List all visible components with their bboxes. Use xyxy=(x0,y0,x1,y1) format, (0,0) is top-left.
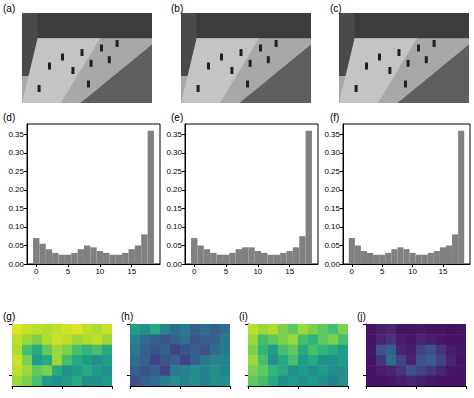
svg-text:10: 10 xyxy=(95,267,104,276)
svg-text:(e): (e) xyxy=(171,112,183,123)
svg-text:(h): (h) xyxy=(121,311,133,322)
svg-text:5: 5 xyxy=(224,267,229,276)
svg-text:0.15: 0.15 xyxy=(8,204,24,213)
svg-text:0.15: 0.15 xyxy=(166,204,182,213)
svg-text:(g): (g) xyxy=(3,311,15,322)
svg-text:15: 15 xyxy=(285,267,294,276)
svg-text:(b): (b) xyxy=(171,3,183,14)
svg-text:0.20: 0.20 xyxy=(166,185,182,194)
svg-text:0.10: 0.10 xyxy=(8,222,24,231)
svg-text:0.35: 0.35 xyxy=(166,130,182,139)
svg-text:0.20: 0.20 xyxy=(324,185,340,194)
svg-text:0.10: 0.10 xyxy=(324,222,340,231)
svg-text:0: 0 xyxy=(350,267,355,276)
svg-text:0.35: 0.35 xyxy=(324,130,340,139)
svg-text:0.00: 0.00 xyxy=(8,260,24,269)
svg-text:5: 5 xyxy=(380,267,385,276)
svg-text:0.30: 0.30 xyxy=(324,148,340,157)
svg-text:0.30: 0.30 xyxy=(8,148,24,157)
svg-text:0.30: 0.30 xyxy=(166,148,182,157)
svg-text:0.25: 0.25 xyxy=(8,167,24,176)
svg-text:0.35: 0.35 xyxy=(8,130,24,139)
svg-text:0.05: 0.05 xyxy=(324,241,340,250)
svg-text:0.10: 0.10 xyxy=(166,222,182,231)
svg-text:0.00: 0.00 xyxy=(324,260,340,269)
svg-text:0: 0 xyxy=(34,267,39,276)
svg-text:(j): (j) xyxy=(357,311,366,322)
svg-text:(i): (i) xyxy=(239,311,248,322)
svg-text:(d): (d) xyxy=(3,112,15,123)
svg-text:(f): (f) xyxy=(330,112,339,123)
svg-text:0.05: 0.05 xyxy=(8,241,24,250)
svg-text:0.00: 0.00 xyxy=(166,260,182,269)
svg-text:0.15: 0.15 xyxy=(324,204,340,213)
svg-text:0.25: 0.25 xyxy=(166,167,182,176)
svg-text:(a): (a) xyxy=(3,3,15,14)
svg-text:15: 15 xyxy=(127,267,136,276)
svg-text:5: 5 xyxy=(66,267,71,276)
svg-text:0.05: 0.05 xyxy=(166,241,182,250)
svg-text:10: 10 xyxy=(408,267,417,276)
svg-text:0.20: 0.20 xyxy=(8,185,24,194)
svg-text:10: 10 xyxy=(253,267,262,276)
svg-text:(c): (c) xyxy=(330,3,342,14)
svg-text:0: 0 xyxy=(192,267,197,276)
svg-text:15: 15 xyxy=(439,267,448,276)
svg-text:0.25: 0.25 xyxy=(324,167,340,176)
